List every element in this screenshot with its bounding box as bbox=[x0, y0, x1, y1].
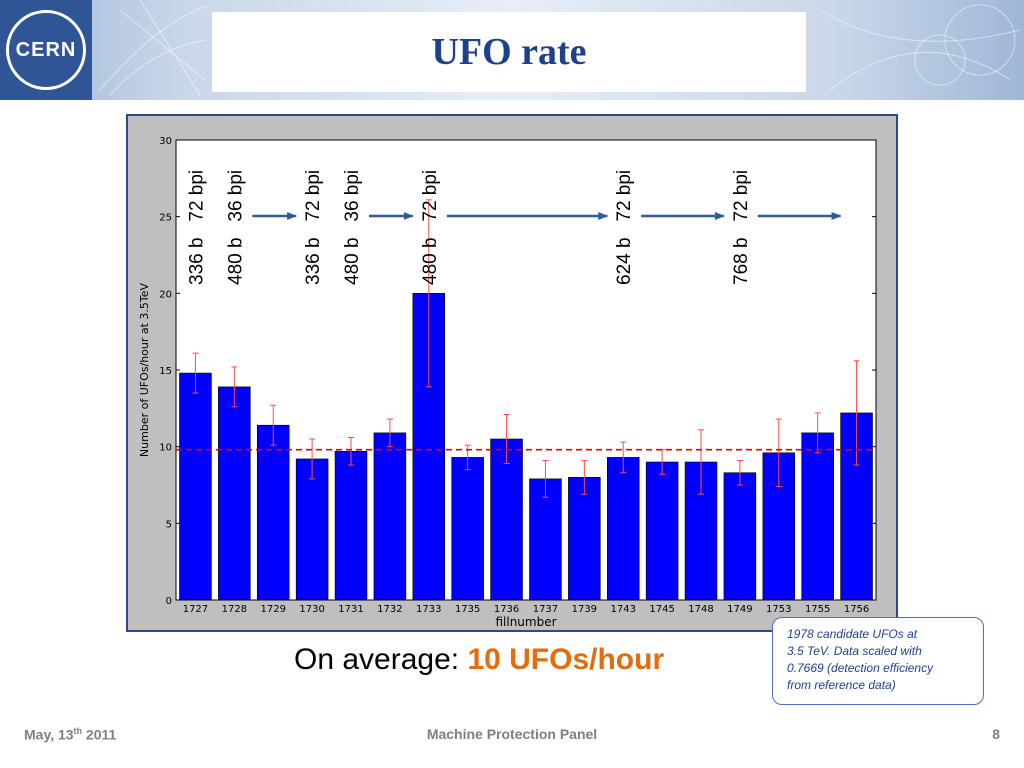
x-tick-label: 1727 bbox=[183, 604, 208, 615]
note-line: from reference data) bbox=[787, 678, 896, 692]
config-annotation: 768 b 72 bpi bbox=[731, 170, 752, 285]
x-tick-label: 1749 bbox=[727, 604, 752, 615]
average-value: 10 UFOs/hour bbox=[467, 643, 665, 676]
x-tick-label: 1756 bbox=[844, 604, 869, 615]
bar bbox=[801, 432, 834, 601]
y-tick-label: 30 bbox=[159, 136, 172, 147]
page-number: 8 bbox=[992, 726, 1000, 742]
ufo-rate-chart: 0 5 10 15 20 25 30 1727 1728 1729 1730 1731 1732 173… bbox=[138, 136, 877, 629]
slide-title: UFO rate bbox=[431, 31, 587, 73]
x-tick-label: 1731 bbox=[338, 604, 363, 615]
chart-frame: 0 5 10 15 20 25 30 1727 1728 1729 1730 1731 1732 173… bbox=[126, 114, 898, 632]
y-tick-label: 25 bbox=[159, 213, 172, 224]
bar bbox=[373, 432, 407, 601]
config-annotation: 480 b 72 bpi bbox=[420, 170, 441, 285]
x-tick-label: 1732 bbox=[377, 604, 402, 615]
note-line: 3.5 TeV. Data scaled with bbox=[787, 644, 922, 658]
config-annotation: 480 b 36 bpi bbox=[225, 170, 246, 285]
title-box: UFO rate bbox=[212, 12, 806, 92]
footer-date-sup: th bbox=[73, 726, 83, 736]
y-tick-label: 20 bbox=[159, 289, 172, 300]
cern-logo: CERN bbox=[6, 10, 86, 90]
x-tick-label: 1753 bbox=[766, 604, 791, 615]
bar bbox=[218, 386, 251, 601]
slide-header: CERN UFO rate bbox=[0, 0, 1024, 100]
x-tick-label: 1728 bbox=[222, 604, 247, 615]
bar bbox=[723, 472, 757, 601]
bar bbox=[568, 477, 601, 601]
x-tick-label: 1745 bbox=[649, 604, 674, 615]
average-summary: On average: 10 UFOs/hour bbox=[294, 643, 664, 677]
y-tick-label: 5 bbox=[166, 519, 172, 530]
bar bbox=[490, 438, 523, 601]
note-box: 1978 candidate UFOs at 3.5 TeV. Data sca… bbox=[772, 617, 984, 705]
bar bbox=[334, 450, 368, 601]
config-annotation: 336 b 72 bpi bbox=[186, 170, 207, 285]
x-tick-label: 1755 bbox=[805, 604, 830, 615]
x-tick-label: 1743 bbox=[610, 604, 635, 615]
config-annotation: 336 b 72 bpi bbox=[303, 170, 324, 285]
bar bbox=[451, 457, 484, 601]
x-tick-label: 1748 bbox=[688, 604, 713, 615]
x-tick-label: 1737 bbox=[533, 604, 558, 615]
average-prefix: On average: bbox=[294, 643, 468, 676]
bar bbox=[295, 458, 329, 601]
footer-date: May, 13th 2011 bbox=[24, 726, 116, 743]
y-tick-label: 0 bbox=[166, 596, 172, 607]
x-tick-label: 1735 bbox=[455, 604, 480, 615]
bar bbox=[645, 461, 679, 601]
bar bbox=[529, 478, 562, 601]
x-tick-label: 1729 bbox=[260, 604, 285, 615]
x-tick-label: 1736 bbox=[494, 604, 519, 615]
y-tick-label: 10 bbox=[159, 443, 172, 454]
config-annotation: 480 b 36 bpi bbox=[342, 170, 363, 285]
x-tick-label: 1730 bbox=[299, 604, 324, 615]
config-annotation: 624 b 72 bpi bbox=[614, 170, 635, 285]
y-axis-label: Number of UFOs/hour at 3.5TeV bbox=[138, 282, 151, 457]
footer-date-prefix: May, 13 bbox=[24, 726, 74, 743]
y-tick-label: 15 bbox=[159, 366, 172, 377]
note-line: 0.7669 (detection efficiency bbox=[787, 661, 934, 675]
bar bbox=[606, 457, 640, 601]
footer-title: Machine Protection Panel bbox=[426, 726, 598, 742]
footer-date-year: 2011 bbox=[82, 726, 117, 743]
x-tick-label: 1739 bbox=[572, 604, 597, 615]
x-tick-label: 1733 bbox=[416, 604, 441, 615]
x-axis-label: fillnumber bbox=[495, 615, 556, 629]
bar bbox=[256, 424, 290, 601]
bar bbox=[179, 372, 212, 601]
cern-logo-text: CERN bbox=[15, 38, 77, 61]
note-line: 1978 candidate UFOs at bbox=[787, 627, 918, 641]
